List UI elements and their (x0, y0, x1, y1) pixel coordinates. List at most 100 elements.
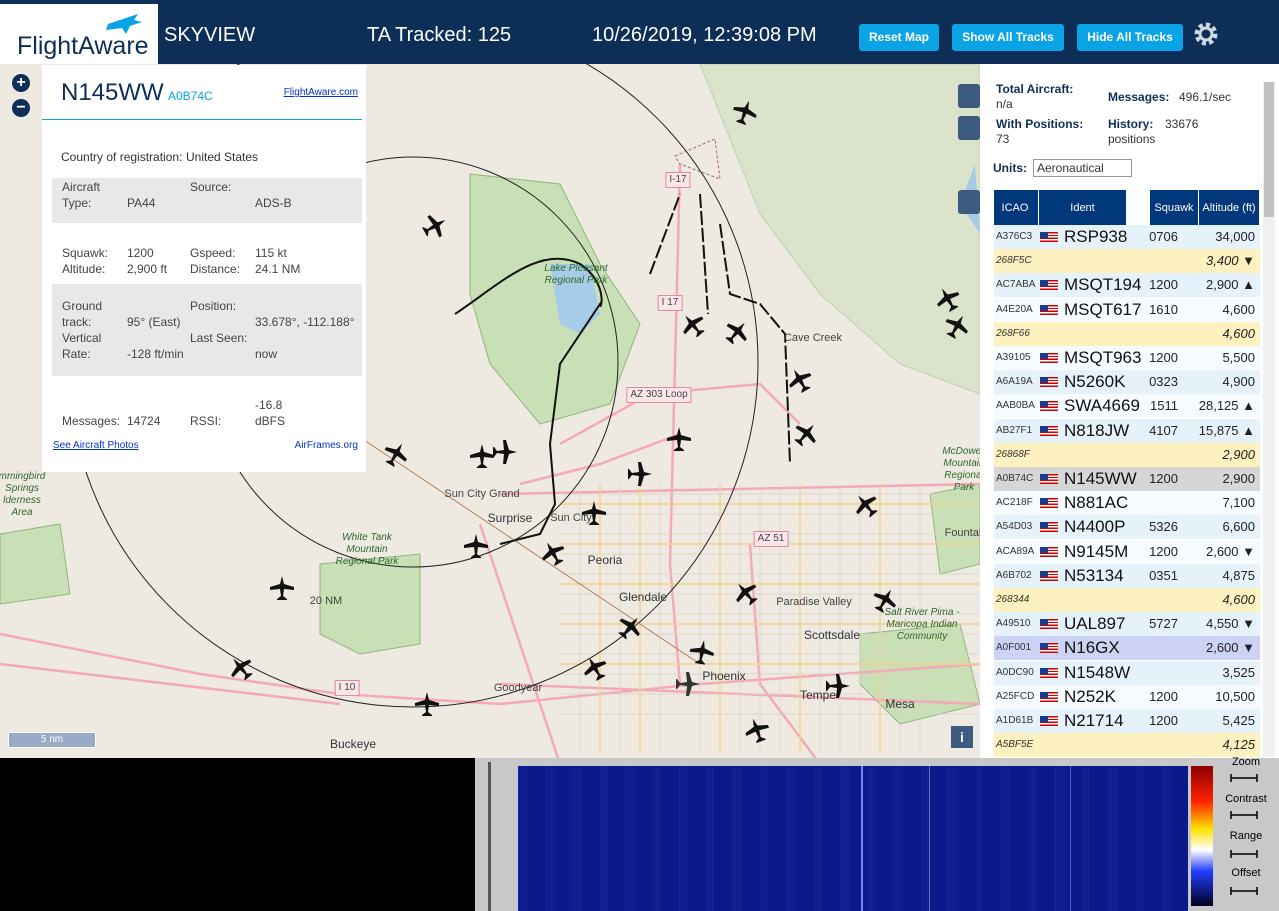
aircraft-icon (873, 589, 896, 613)
table-header: Ident (1039, 190, 1126, 225)
waterfall-streak (656, 766, 657, 911)
icao-cell: 268F66 (996, 327, 1030, 339)
table-row[interactable]: A376C3 RSP938 0706 34,000 (994, 225, 1260, 249)
airframes-link[interactable]: AirFrames.org (294, 440, 358, 451)
aircraft-icon (618, 617, 640, 640)
table-row[interactable]: A49510 UAL897 5727 4,550 ▼ (994, 612, 1260, 637)
waterfall-streak (947, 766, 949, 911)
waterfall-streak (684, 766, 686, 911)
waterfall-streak (1136, 766, 1138, 911)
waterfall-streak (520, 766, 522, 911)
waterfall-streak (789, 766, 790, 911)
flag-canton (1040, 280, 1048, 287)
altitude-cell: 3,400 ▼ (1205, 253, 1255, 269)
ident-cell: N1548W (1064, 662, 1131, 682)
info-button[interactable]: i (951, 726, 973, 748)
icao-cell: A6B702 (996, 569, 1032, 581)
table-row[interactable]: AC7ABA MSQT194 1200 2,900 ▲ (994, 273, 1260, 298)
scrollbar-track[interactable] (1263, 82, 1275, 757)
icao-cell: A376C3 (996, 231, 1033, 242)
flag-icon (1040, 546, 1058, 557)
flag-canton (1040, 546, 1048, 553)
icao-cell: AB27F1 (996, 424, 1033, 436)
table-row[interactable]: AAB0BA SWA4669 1511 28,125 ▲ (994, 394, 1260, 419)
show-tracks-button[interactable]: Show All Tracks (952, 24, 1064, 51)
spectrum-control-label: Offset (1231, 867, 1261, 879)
table-row[interactable]: 26868F 2,900 (994, 442, 1260, 467)
table-row[interactable]: A54D03 N4400P 5326 6,600 (994, 515, 1260, 540)
table-row[interactable]: A5BF5E 4,125 (994, 733, 1260, 758)
table-row[interactable]: A1D61B N21714 1200 5,425 (994, 709, 1260, 733)
waterfall-streak (681, 766, 683, 911)
flag-icon (1040, 353, 1058, 363)
flag-icon (1040, 401, 1058, 412)
waterfall-streak (658, 766, 660, 911)
scrollbar-thumb[interactable] (1264, 82, 1274, 217)
table-row[interactable]: A0F001 N16GX 2,600 ▼ (994, 636, 1260, 661)
waterfall-streak (627, 766, 629, 911)
detail-band (52, 284, 362, 376)
aircraft-icon (270, 576, 294, 600)
columns-button[interactable] (958, 190, 980, 214)
units-select[interactable]: Aeronautical (1033, 159, 1132, 177)
detail-label: Ground track: (62, 299, 103, 329)
waterfall-streak (763, 766, 765, 911)
table-row[interactable]: A25FCD N252K 1200 10,500 (994, 684, 1260, 709)
aircraft-icon (937, 288, 960, 312)
logo-text: FlightAware (17, 32, 149, 60)
zoom-out-button[interactable]: − (12, 99, 30, 117)
altitude-cell: 4,900 (1222, 374, 1255, 390)
detail-value: 95° (East) (127, 315, 181, 329)
zoom-in-button[interactable]: + (12, 74, 30, 92)
table-row[interactable]: 268F66 4,600 (994, 321, 1260, 346)
waterfall-streak (1008, 766, 1010, 911)
table-row[interactable]: 268F5C 3,400 ▼ (994, 249, 1260, 274)
flag-canton (1040, 304, 1048, 311)
map-label: White Tank Mountain Regional Park (335, 532, 399, 567)
app-title: SKYVIEW (164, 24, 256, 46)
ident-cell: N16GX (1064, 638, 1120, 658)
table-row[interactable]: 268344 4,600 (994, 588, 1260, 612)
altitude-cell: 2,900 ▲ (1205, 277, 1255, 293)
settings-icon[interactable] (1193, 21, 1219, 47)
map-label: Phoenix (702, 669, 746, 683)
waterfall-streak (952, 766, 954, 911)
icao-cell: A4E20A (996, 303, 1033, 315)
hide-tracks-button[interactable]: Hide All Tracks (1077, 24, 1183, 51)
ident-cell: MSQT963 (1064, 348, 1142, 367)
icao-cell: A0DC90 (996, 666, 1034, 678)
table-row[interactable]: A4E20A MSQT617 1610 4,600 (994, 297, 1260, 322)
messages-label: Messages: (1108, 90, 1170, 104)
header: FlightAware SKYVIEW TA Tracked: 125 10/2… (0, 0, 1279, 64)
waterfall-streak (607, 766, 609, 911)
aircraft-icon (231, 658, 253, 681)
table-row[interactable]: A6B702 N53134 0351 4,875 (994, 563, 1260, 588)
table-row[interactable]: A0B74C N145WW 1200 2,900 (994, 467, 1260, 491)
aircraft-list-panel: Total Aircraft: n/a Messages: 496.1/sec … (980, 64, 1279, 758)
flag-icon (1040, 570, 1058, 581)
map-layer-button[interactable] (958, 84, 980, 108)
ident-cell: RSP938 (1064, 227, 1128, 246)
table-row[interactable]: AC218F N881AC 7,100 (994, 491, 1260, 516)
detail-label: Aircraft Type: (62, 180, 101, 210)
aircraft-icon (470, 444, 494, 468)
waterfall-streak (1111, 766, 1113, 911)
flag-icon (1040, 716, 1058, 726)
table-row[interactable]: AB27F1 N818JW 4107 15,875 ▲ (994, 418, 1260, 443)
table-row[interactable]: ACA89A N9145M 1200 2,600 ▼ (994, 539, 1260, 564)
grid-button[interactable] (958, 116, 980, 140)
flag-canton (1040, 716, 1048, 722)
photos-link[interactable]: See Aircraft Photos (53, 440, 139, 451)
reset-map-button[interactable]: Reset Map (859, 24, 939, 51)
map-canvas (0, 64, 980, 758)
table-row[interactable]: A39105 MSQT963 1200 5,500 (994, 346, 1260, 370)
waterfall-streak (1083, 766, 1085, 911)
map-label: McDowell Mountain Regional Park (942, 446, 980, 493)
table-header: Squawk (1150, 190, 1198, 225)
table-row[interactable]: A6A19A N5260K 0323 4,900 (994, 370, 1260, 395)
flightaware-link[interactable]: FlightAware.com (283, 87, 358, 98)
detail-value: 14724 (127, 414, 161, 428)
waterfall-streak (794, 766, 795, 911)
table-row[interactable]: A0DC90 N1548W 3,525 (994, 660, 1260, 685)
